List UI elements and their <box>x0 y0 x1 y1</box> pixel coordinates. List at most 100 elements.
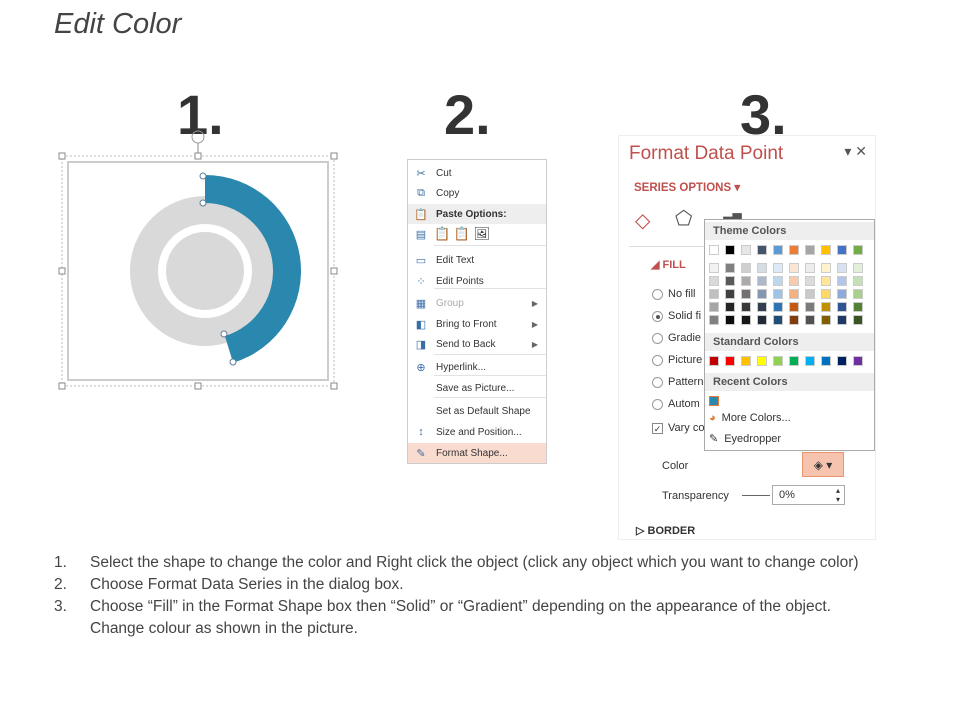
theme-color-swatch[interactable] <box>773 245 783 255</box>
theme-shade-swatch[interactable] <box>789 289 799 299</box>
transparency-input[interactable]: 0% ▴ ▾ <box>772 485 845 505</box>
theme-shade-swatch[interactable] <box>709 315 719 325</box>
theme-shade-swatch[interactable] <box>709 276 719 286</box>
theme-color-swatch[interactable] <box>709 245 719 255</box>
menu-item-size-and-position[interactable]: ↕ Size and Position... <box>408 422 546 442</box>
standard-color-swatch[interactable] <box>709 356 719 366</box>
menu-item-save-as-picture[interactable]: Save as Picture... <box>408 378 546 398</box>
theme-shade-swatch[interactable] <box>741 302 751 312</box>
menu-item-cut[interactable]: ✂ Cut <box>408 163 546 183</box>
theme-shade-swatch[interactable] <box>773 263 783 273</box>
transparency-slider[interactable] <box>742 495 770 496</box>
standard-color-swatch[interactable] <box>741 356 751 366</box>
selected-donut-shape[interactable] <box>55 125 345 395</box>
menu-item-group[interactable]: ▦ Group ▶ <box>408 293 546 313</box>
theme-color-swatch[interactable] <box>805 245 815 255</box>
theme-shade-swatch[interactable] <box>837 276 847 286</box>
theme-shade-swatch[interactable] <box>725 302 735 312</box>
fill-color-button[interactable]: ◈ ▾ <box>802 452 844 477</box>
donut-highlight-segment[interactable] <box>205 175 301 363</box>
menu-item-paste-option-buttons[interactable]: ▤ 📋 📋 🖼 <box>408 224 546 244</box>
theme-shade-swatch[interactable] <box>741 315 751 325</box>
fill-section-header[interactable]: ◢ FILL <box>651 259 686 271</box>
menu-item-bring-to-front[interactable]: ◧ Bring to Front ▶ <box>408 314 546 334</box>
theme-shade-swatch[interactable] <box>709 289 719 299</box>
theme-shade-swatch[interactable] <box>821 289 831 299</box>
radio-button[interactable] <box>652 332 663 344</box>
theme-shade-swatch[interactable] <box>805 289 815 299</box>
radio-button[interactable] <box>652 376 663 388</box>
theme-shade-swatch[interactable] <box>709 263 719 273</box>
standard-color-swatch[interactable] <box>725 356 735 366</box>
theme-color-swatch[interactable] <box>725 245 735 255</box>
series-options-dropdown[interactable]: SERIES OPTIONS ▾ <box>634 182 741 194</box>
menu-item-send-to-back[interactable]: ◨ Send to Back ▶ <box>408 334 546 354</box>
theme-shade-swatch[interactable] <box>741 263 751 273</box>
theme-color-swatch[interactable] <box>821 245 831 255</box>
paste-format-icons[interactable]: 📋 📋 🖼 <box>434 226 491 241</box>
theme-shade-swatch[interactable] <box>837 302 847 312</box>
radio-button[interactable] <box>652 310 663 322</box>
theme-shade-swatch[interactable] <box>773 289 783 299</box>
theme-color-swatch[interactable] <box>837 245 847 255</box>
menu-item-format-shape[interactable]: ✎ Format Shape... <box>408 443 546 463</box>
theme-shade-swatch[interactable] <box>853 315 863 325</box>
theme-shade-swatch[interactable] <box>821 276 831 286</box>
theme-shade-swatch[interactable] <box>757 289 767 299</box>
theme-color-swatch[interactable] <box>853 245 863 255</box>
theme-shade-swatch[interactable] <box>853 276 863 286</box>
theme-shade-swatch[interactable] <box>789 302 799 312</box>
theme-shade-swatch[interactable] <box>853 289 863 299</box>
theme-shade-swatch[interactable] <box>773 315 783 325</box>
fill-radio-5[interactable]: Autom <box>652 398 700 410</box>
menu-item-copy[interactable]: ⧉ Copy <box>408 183 546 203</box>
menu-item-hyperlink[interactable]: ⊕ Hyperlink... <box>408 357 546 377</box>
recent-color-swatch[interactable] <box>709 396 719 406</box>
fill-radio-2[interactable]: Gradie <box>652 332 701 344</box>
theme-shade-swatch[interactable] <box>821 315 831 325</box>
menu-item-edit-points[interactable]: ⁘ Edit Points <box>408 271 546 291</box>
fill-radio-3[interactable]: Picture <box>652 354 702 366</box>
theme-shade-swatch[interactable] <box>757 315 767 325</box>
theme-shade-swatch[interactable] <box>853 263 863 273</box>
standard-color-swatch[interactable] <box>805 356 815 366</box>
theme-color-swatch[interactable] <box>789 245 799 255</box>
border-section-header[interactable]: ▷ BORDER <box>636 525 696 537</box>
theme-shade-swatch[interactable] <box>725 263 735 273</box>
theme-shade-swatch[interactable] <box>837 315 847 325</box>
theme-shade-swatch[interactable] <box>805 276 815 286</box>
theme-shade-swatch[interactable] <box>821 302 831 312</box>
eyedropper-item[interactable]: ✎ Eyedropper <box>709 432 781 446</box>
fill-radio-1[interactable]: Solid fi <box>652 310 701 322</box>
radio-button[interactable] <box>652 288 663 300</box>
theme-shade-swatch[interactable] <box>789 315 799 325</box>
theme-shade-swatch[interactable] <box>789 276 799 286</box>
theme-shade-swatch[interactable] <box>725 276 735 286</box>
theme-color-swatch[interactable] <box>741 245 751 255</box>
theme-shade-swatch[interactable] <box>757 276 767 286</box>
theme-shade-swatch[interactable] <box>773 276 783 286</box>
theme-color-swatch[interactable] <box>757 245 767 255</box>
standard-color-swatch[interactable] <box>853 356 863 366</box>
theme-shade-swatch[interactable] <box>805 315 815 325</box>
standard-color-swatch[interactable] <box>789 356 799 366</box>
theme-shade-swatch[interactable] <box>773 302 783 312</box>
theme-shade-swatch[interactable] <box>725 289 735 299</box>
theme-shade-swatch[interactable] <box>757 302 767 312</box>
donut-ring[interactable] <box>130 196 280 346</box>
theme-shade-swatch[interactable] <box>757 263 767 273</box>
standard-color-swatch[interactable] <box>821 356 831 366</box>
theme-shade-swatch[interactable] <box>837 289 847 299</box>
standard-color-swatch[interactable] <box>837 356 847 366</box>
theme-shade-swatch[interactable] <box>805 302 815 312</box>
fill-line-tab-icon[interactable]: ◇ <box>635 210 651 232</box>
theme-shade-swatch[interactable] <box>725 315 735 325</box>
pane-close-icon[interactable]: ▾ ✕ <box>844 143 867 159</box>
menu-item-set-as-default-shape[interactable]: Set as Default Shape <box>408 401 546 421</box>
theme-shade-swatch[interactable] <box>741 276 751 286</box>
spinner-icon[interactable]: ▴ ▾ <box>835 486 840 504</box>
theme-shade-swatch[interactable] <box>709 302 719 312</box>
theme-shade-swatch[interactable] <box>821 263 831 273</box>
theme-shade-swatch[interactable] <box>741 289 751 299</box>
vary-colors-checkbox[interactable]: ✓ Vary co <box>652 422 705 434</box>
